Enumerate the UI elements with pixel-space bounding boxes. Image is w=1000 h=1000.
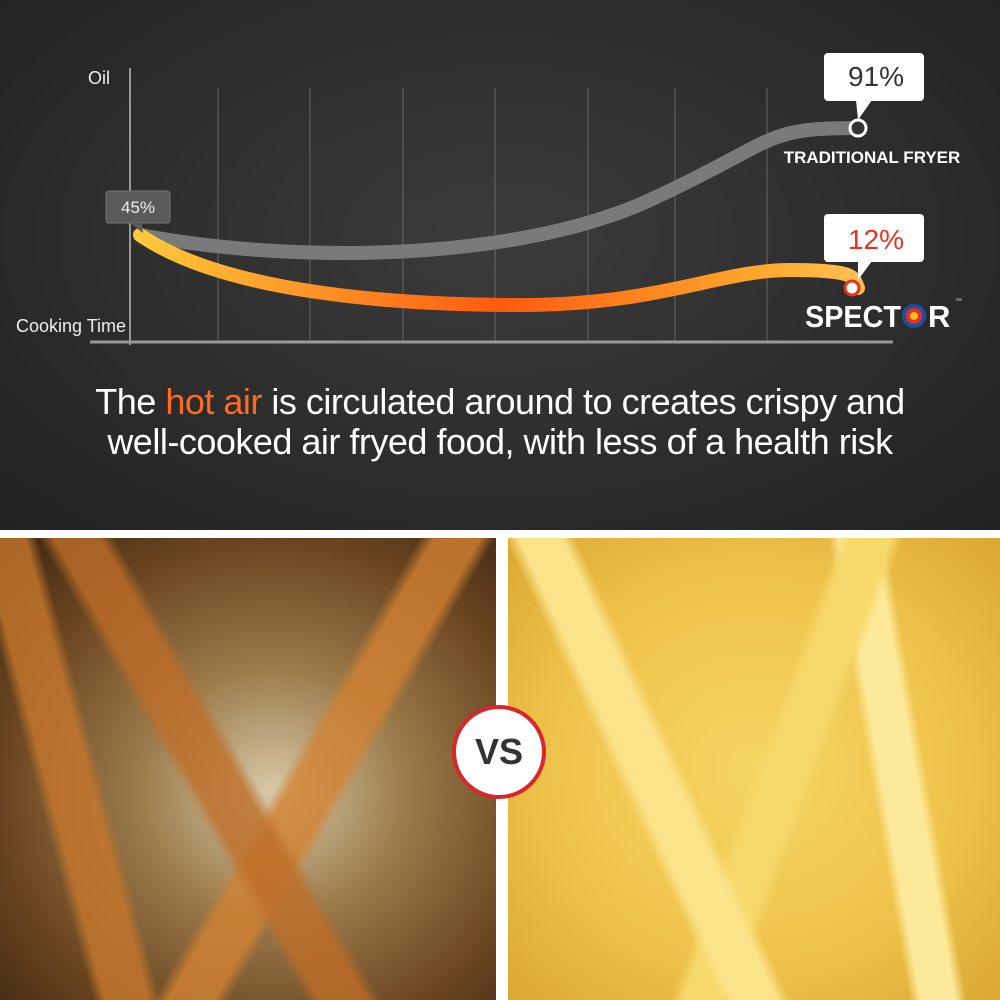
svg-text:™: ™ [955, 298, 962, 305]
start-value-callout: 45% [105, 190, 171, 233]
traditional-fryer-line [133, 121, 865, 260]
oil-chart: Oil Cooking Time 45% 91% TRADITIONAL FRY… [16, 53, 962, 345]
svg-text:SPECT: SPECT [805, 299, 901, 334]
caption-highlight: hot air [165, 381, 262, 422]
spector-line [133, 228, 865, 313]
spector-logo: SPECT R ™ [805, 298, 962, 334]
y-axis-label: Oil [88, 68, 110, 88]
air-fried-fries-photo [508, 538, 1000, 1000]
spector-end-point [843, 279, 861, 297]
spector-end-value: 12% [848, 224, 904, 255]
traditional-fryer-label: TRADITIONAL FRYER [784, 148, 961, 167]
x-axis-label: Cooking Time [16, 316, 126, 336]
traditional-end-callout: 91% [824, 53, 924, 120]
caption-line-1: The hot air is circulated around to crea… [95, 381, 905, 422]
vs-badge: VS [452, 705, 546, 799]
svg-text:R: R [928, 299, 950, 334]
caption-line-2: well-cooked air fryed food, with less of… [107, 421, 893, 462]
traditional-end-value: 91% [848, 61, 904, 92]
traditional-end-point [848, 118, 868, 138]
spector-end-callout: 12% [824, 214, 924, 280]
deep-fried-fries-photo [0, 538, 496, 1000]
start-value-label: 45% [121, 198, 155, 217]
